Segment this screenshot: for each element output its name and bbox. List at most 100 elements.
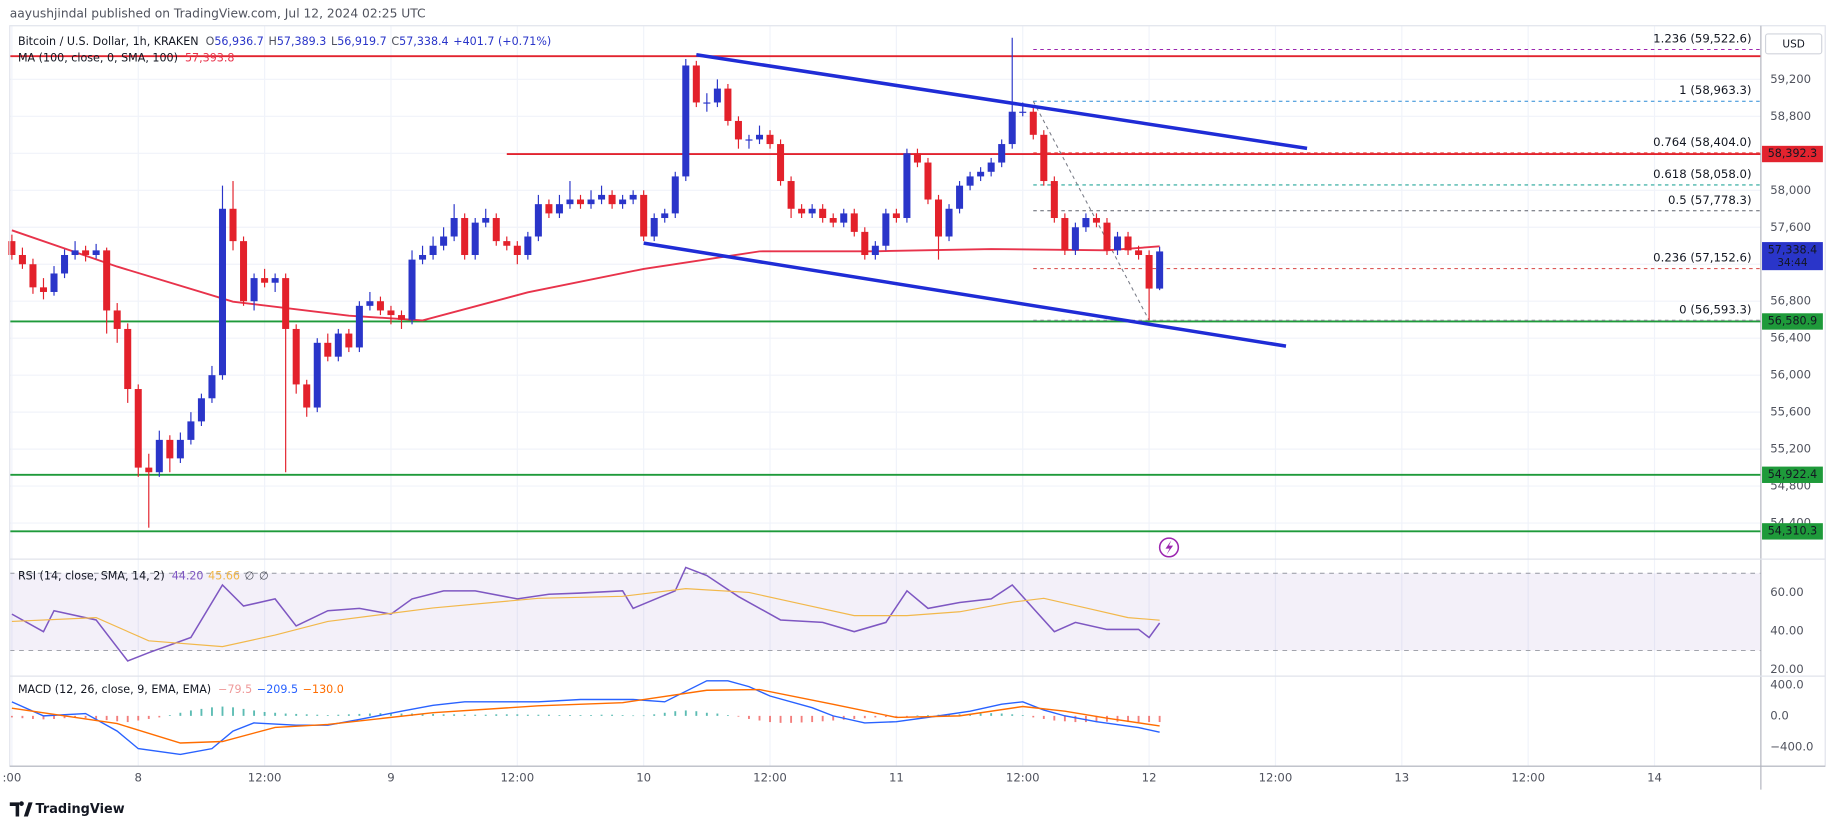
candle-body xyxy=(1082,218,1090,228)
macd-legend: MACD (12, 26, close, 9, EMA, EMA) −79.5 −2… xyxy=(18,683,344,696)
candle-body xyxy=(271,278,279,283)
y-tick-label: 400.0 xyxy=(1770,677,1803,691)
macd-histogram-bar xyxy=(347,714,350,716)
y-tick-label: 58,000 xyxy=(1770,183,1811,197)
candle-body xyxy=(419,254,427,260)
candle-body xyxy=(1124,236,1132,251)
candle-body xyxy=(819,208,827,219)
y-tick-label: 40.00 xyxy=(1770,624,1803,638)
macd-histogram-bar xyxy=(390,713,392,716)
candle-body xyxy=(945,208,953,237)
macd-histogram-bar xyxy=(305,714,308,716)
rsi-title: RSI (14, close, SMA, 14, 2) xyxy=(18,570,165,583)
candle-body xyxy=(503,241,511,246)
plot: 1.236 (59,522.6) 1 (58,963.3) 0.764 (58,40… xyxy=(8,32,1761,756)
macd-histogram-bar xyxy=(558,715,561,716)
macd-histogram-bar xyxy=(495,714,498,716)
rsi-band xyxy=(9,573,1761,651)
ma-title: MA (100, close, 0, SMA, 100) xyxy=(18,51,178,64)
candle-body xyxy=(745,139,753,141)
logo-mark[interactable] xyxy=(9,801,33,817)
candle-body xyxy=(692,65,700,103)
candle-body xyxy=(882,213,890,246)
candle-body xyxy=(261,278,269,283)
macd-histogram-bar xyxy=(895,715,898,717)
x-tick-label: 12 xyxy=(1142,770,1157,784)
macd-histogram-bar xyxy=(21,715,24,719)
currency-box[interactable] xyxy=(1764,33,1823,55)
candle-body xyxy=(924,162,932,200)
macd-histogram-bar xyxy=(126,715,129,723)
candle-body xyxy=(229,208,237,242)
y-tick-label: 57,600 xyxy=(1770,220,1811,234)
current-price-box xyxy=(1762,242,1823,271)
candle-body xyxy=(313,342,321,408)
candle-body xyxy=(155,439,163,473)
ohlc-label: H xyxy=(269,35,277,48)
candle-body xyxy=(461,218,469,255)
candle-body xyxy=(176,439,184,459)
macd-histogram-bar xyxy=(505,714,508,716)
level-price-box xyxy=(1762,313,1823,330)
candle-body xyxy=(1008,111,1016,145)
header: aayushjindal published on TradingView.co… xyxy=(10,7,426,21)
ohlc-value: 56,919.7 xyxy=(337,35,386,48)
footer[interactable]: TradingView xyxy=(36,802,125,817)
macd-histogram-bar xyxy=(1011,714,1014,716)
candle-body xyxy=(1029,111,1037,135)
x-tick-label: 10 xyxy=(636,770,651,784)
macd-histogram-bar xyxy=(1116,715,1119,722)
candle-body xyxy=(808,208,816,214)
candle-body xyxy=(956,185,964,209)
candle-body xyxy=(1040,134,1048,182)
macd-histogram-bar xyxy=(1148,715,1151,723)
footer-logo[interactable]: TradingView xyxy=(9,801,125,817)
candle-body xyxy=(629,194,637,200)
candle-body xyxy=(92,250,100,255)
candle-body xyxy=(798,208,806,214)
alert-bolt[interactable] xyxy=(1165,540,1174,555)
candle-body xyxy=(1092,218,1100,223)
macd-histogram-bar xyxy=(800,715,803,723)
trend-line xyxy=(643,241,1287,348)
macd-histogram-bar xyxy=(716,713,719,716)
x-tick-label: 11 xyxy=(889,770,904,784)
candle-body xyxy=(240,241,248,302)
candle-body xyxy=(492,218,500,242)
macd-histogram-bar xyxy=(748,715,750,719)
currency[interactable]: USD xyxy=(1782,38,1804,50)
macd-histogram-bar xyxy=(863,715,866,719)
macd-histogram-bar xyxy=(948,714,950,716)
candle-body xyxy=(913,153,921,163)
level-price-box xyxy=(1762,466,1823,483)
macd-histogram-bar xyxy=(1074,715,1077,723)
ohlc-label: C xyxy=(391,35,399,48)
fib-label: 1.236 (59,522.6) xyxy=(1653,32,1751,46)
rsi-legend: RSI (14, close, SMA, 14, 2) 44.20 45.66 ∅ ∅ xyxy=(18,570,269,583)
candle-body xyxy=(303,384,311,408)
candle-body xyxy=(376,301,384,311)
alert-icon[interactable] xyxy=(1158,537,1180,558)
candle-body xyxy=(208,375,216,399)
candle-body xyxy=(355,305,363,348)
candle-body xyxy=(29,264,37,288)
fib-connector xyxy=(1032,100,1150,321)
candle-body xyxy=(724,88,732,121)
candle-body xyxy=(482,218,490,223)
ohlc-value: 57,338.4 xyxy=(399,35,448,48)
macd-histogram-bar xyxy=(453,714,456,716)
candle-body xyxy=(661,213,669,219)
x-tick-label: 9 xyxy=(387,770,394,784)
ma-value: 57,393.8 xyxy=(185,51,234,64)
candle-body xyxy=(1019,111,1027,113)
candle-body xyxy=(766,134,774,145)
signal-line xyxy=(11,688,1160,744)
candle-body xyxy=(534,204,542,237)
macd-histogram-bar xyxy=(32,715,34,719)
candle-body xyxy=(619,199,627,205)
candle-body xyxy=(850,213,858,232)
macd-histogram-bar xyxy=(358,713,361,716)
candle-body xyxy=(977,171,985,177)
macd-histogram-bar xyxy=(242,708,245,716)
